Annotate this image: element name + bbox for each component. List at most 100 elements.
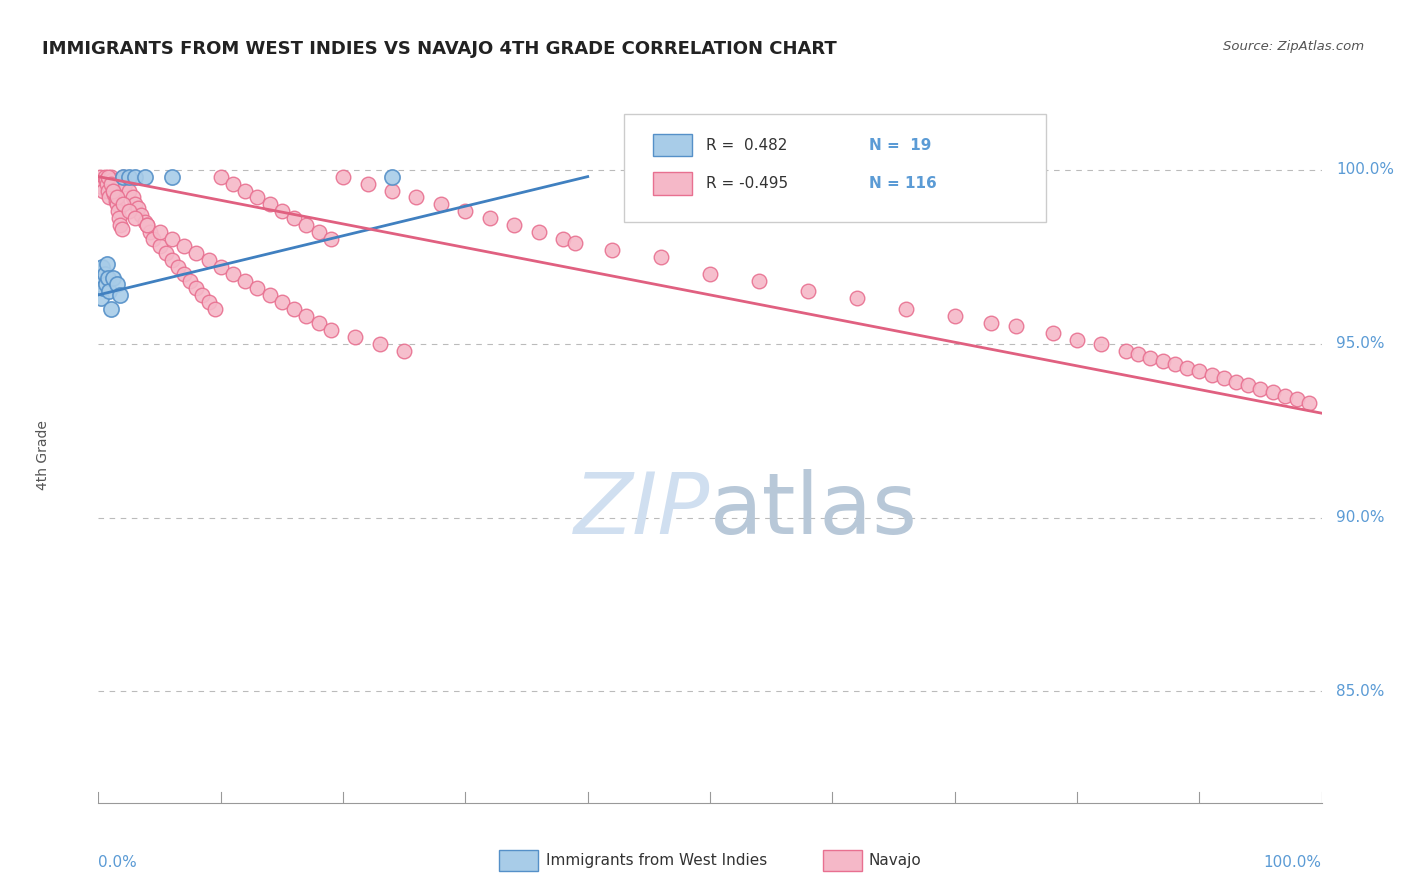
Point <box>149 239 172 253</box>
Point <box>91 281 114 295</box>
Point <box>797 285 820 299</box>
Point <box>283 211 305 226</box>
Point <box>1249 382 1271 396</box>
Text: Source: ZipAtlas.com: Source: ZipAtlas.com <box>1223 40 1364 54</box>
Point <box>97 270 120 285</box>
Point <box>105 197 128 211</box>
Point <box>96 177 118 191</box>
Point <box>222 177 245 191</box>
Point <box>100 177 122 191</box>
Point <box>748 274 770 288</box>
Point <box>97 184 120 198</box>
Point <box>96 256 118 270</box>
FancyBboxPatch shape <box>624 114 1046 222</box>
Point <box>100 301 122 316</box>
Point <box>118 204 141 219</box>
Point <box>295 219 318 233</box>
Point <box>191 288 214 302</box>
Point <box>356 177 378 191</box>
Point <box>1042 326 1064 340</box>
Point <box>142 232 165 246</box>
Point <box>600 243 623 257</box>
Point <box>110 288 132 302</box>
Point <box>295 309 318 323</box>
Point <box>134 215 156 229</box>
Point <box>332 169 354 184</box>
Point <box>107 204 129 219</box>
Point <box>197 253 219 268</box>
Point <box>1225 375 1247 389</box>
Point <box>319 232 342 246</box>
Point <box>149 225 172 239</box>
Point <box>139 225 162 239</box>
Point <box>93 169 115 184</box>
Text: R = -0.495: R = -0.495 <box>706 176 789 191</box>
Point <box>186 246 208 260</box>
Point <box>246 281 269 295</box>
FancyBboxPatch shape <box>652 134 692 156</box>
Point <box>93 267 115 281</box>
Point <box>160 253 183 268</box>
Text: atlas: atlas <box>710 469 918 552</box>
Text: 100.0%: 100.0% <box>1336 162 1395 178</box>
Text: 4th Grade: 4th Grade <box>37 420 51 490</box>
Point <box>124 211 146 226</box>
Point <box>101 180 124 194</box>
Text: 85.0%: 85.0% <box>1336 684 1385 699</box>
Point <box>222 267 245 281</box>
Point <box>1139 351 1161 365</box>
Text: R =  0.482: R = 0.482 <box>706 137 787 153</box>
Point <box>454 204 477 219</box>
Point <box>650 250 672 264</box>
Point <box>503 219 526 233</box>
Point <box>405 190 427 204</box>
Point <box>1188 364 1211 378</box>
Point <box>845 291 868 305</box>
Point <box>104 194 127 208</box>
Point <box>308 225 330 239</box>
Point <box>136 219 159 233</box>
Point <box>1128 347 1150 361</box>
Point <box>1237 378 1260 392</box>
Point <box>1164 358 1187 372</box>
Point <box>121 190 143 204</box>
Point <box>100 169 122 184</box>
Point <box>308 316 330 330</box>
Point <box>344 329 367 343</box>
Point <box>89 169 111 184</box>
Point <box>111 169 134 184</box>
Point <box>699 267 721 281</box>
Point <box>160 232 183 246</box>
Point <box>1115 343 1137 358</box>
Point <box>118 169 141 184</box>
Point <box>209 169 232 184</box>
Point <box>105 277 128 292</box>
Point <box>118 184 141 198</box>
Point <box>110 219 132 233</box>
Point <box>98 285 121 299</box>
Point <box>233 274 256 288</box>
Point <box>1212 371 1234 385</box>
Point <box>259 197 281 211</box>
Point <box>1066 333 1088 347</box>
Point <box>103 186 125 201</box>
Point <box>114 177 136 191</box>
Point <box>209 260 232 274</box>
Point <box>1261 385 1284 400</box>
Point <box>553 232 575 246</box>
Point <box>894 301 917 316</box>
Point <box>91 260 114 274</box>
Text: N =  19: N = 19 <box>869 137 931 153</box>
Point <box>97 169 120 184</box>
Point <box>111 221 134 235</box>
Point <box>173 267 195 281</box>
Point <box>98 190 121 204</box>
Point <box>101 173 124 187</box>
Point <box>124 169 146 184</box>
Point <box>167 260 190 274</box>
Point <box>283 301 305 316</box>
Text: 90.0%: 90.0% <box>1336 510 1385 525</box>
Point <box>101 270 124 285</box>
Point <box>90 291 112 305</box>
Point <box>94 277 117 292</box>
